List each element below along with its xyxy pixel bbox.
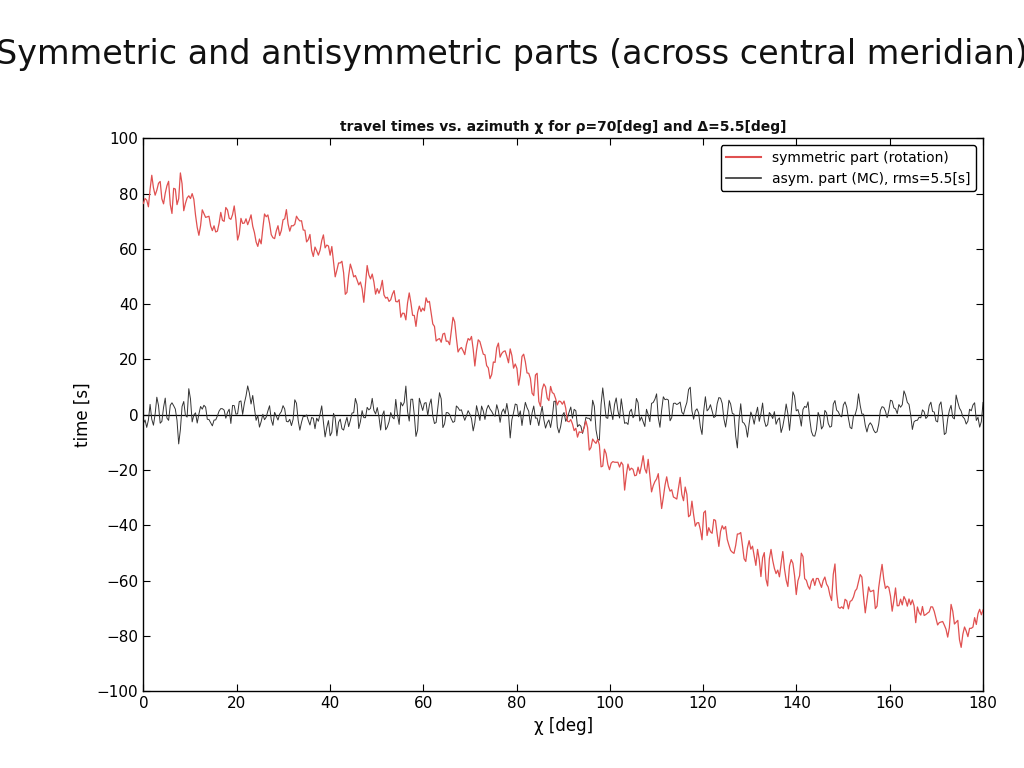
Title: travel times vs. azimuth χ for ρ=70[deg] and Δ=5.5[deg]: travel times vs. azimuth χ for ρ=70[deg]… [340, 121, 786, 134]
X-axis label: χ [deg]: χ [deg] [534, 717, 593, 735]
Legend: symmetric part (rotation), asym. part (MC), rms=5.5[s]: symmetric part (rotation), asym. part (M… [721, 145, 976, 191]
Text: Symmetric and antisymmetric parts (across central meridian): Symmetric and antisymmetric parts (acros… [0, 38, 1024, 71]
Y-axis label: time [s]: time [s] [74, 382, 91, 447]
